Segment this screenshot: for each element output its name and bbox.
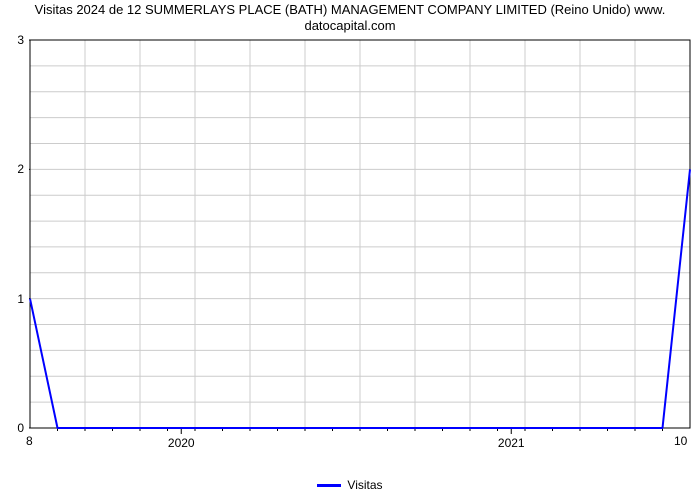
chart-title: Visitas 2024 de 12 SUMMERLAYS PLACE (BAT… (0, 2, 700, 35)
x-tick-label: 2020 (168, 436, 195, 450)
legend-swatch (317, 484, 341, 487)
corner-label-right: 10 (674, 434, 687, 448)
y-tick-label: 3 (4, 33, 24, 47)
chart-container: Visitas 2024 de 12 SUMMERLAYS PLACE (BAT… (0, 0, 700, 500)
legend-label: Visitas (347, 478, 382, 492)
y-tick-label: 1 (4, 292, 24, 306)
legend: Visitas (0, 478, 700, 492)
plot-area (29, 39, 691, 439)
x-tick-label: 2021 (498, 436, 525, 450)
corner-label-left: 8 (26, 434, 33, 448)
chart-title-line1: Visitas 2024 de 12 SUMMERLAYS PLACE (BAT… (0, 2, 700, 18)
chart-title-line2: datocapital.com (0, 18, 700, 34)
y-tick-label: 2 (4, 162, 24, 176)
y-tick-label: 0 (4, 421, 24, 435)
